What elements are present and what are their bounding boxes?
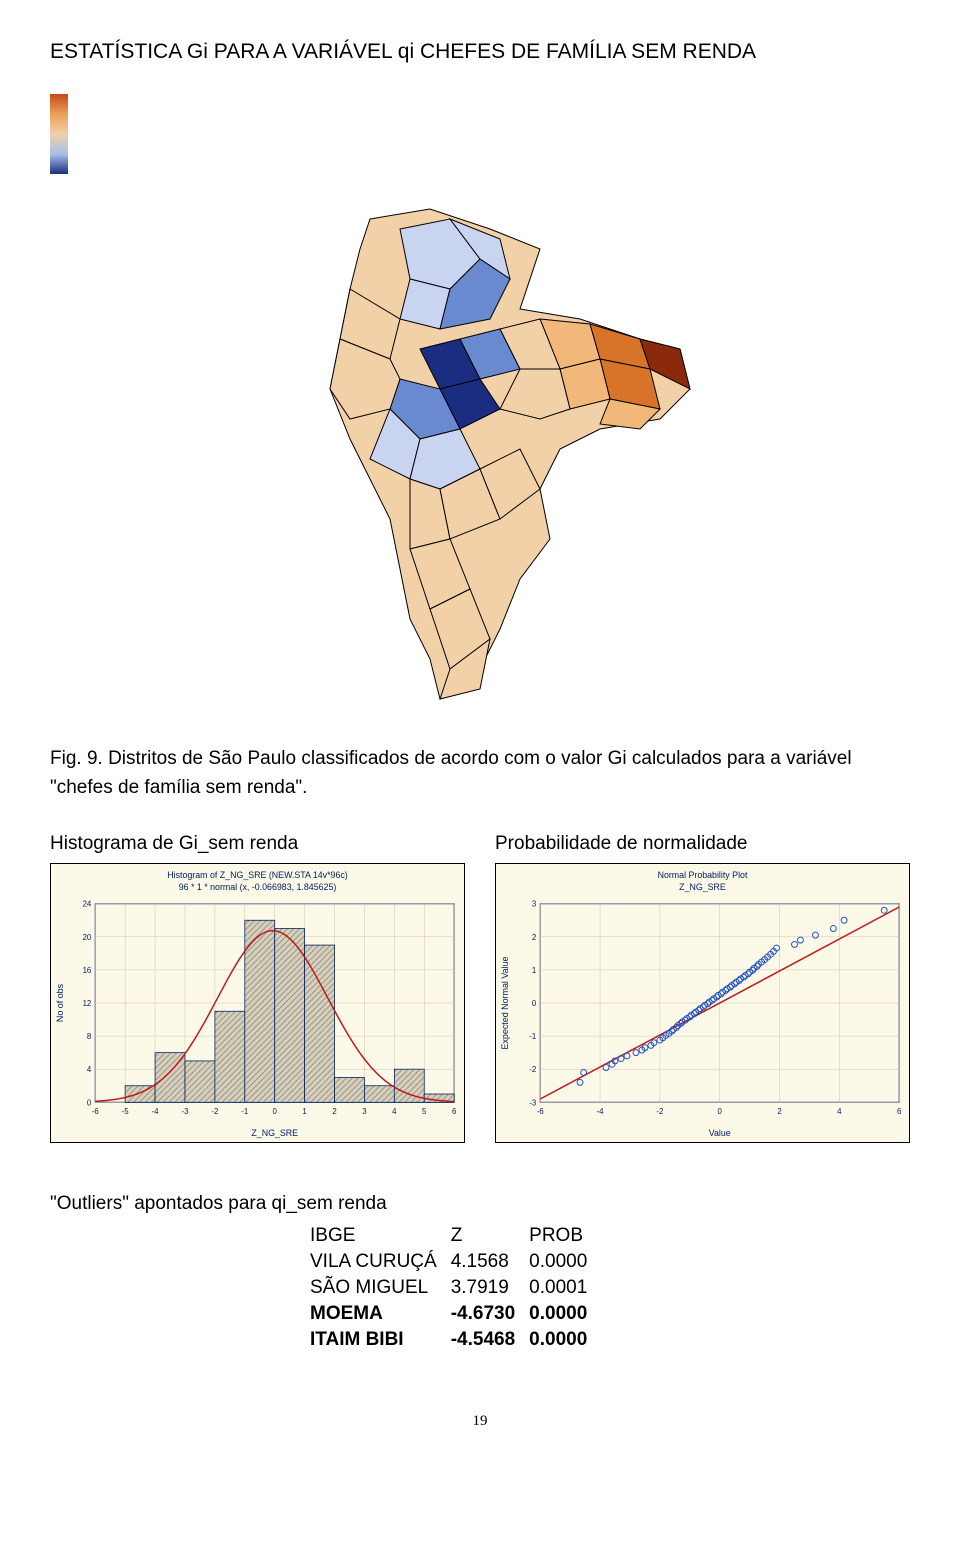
svg-text:-1: -1 (241, 1107, 248, 1116)
figure-caption-body: Distritos de São Paulo classificados de … (50, 748, 852, 798)
table-cell: MOEMA (310, 1301, 451, 1327)
table-cell: 0.0000 (529, 1327, 601, 1353)
svg-text:0: 0 (273, 1107, 278, 1116)
svg-text:1: 1 (302, 1107, 306, 1116)
table-cell: 0.0000 (529, 1301, 601, 1327)
svg-text:-1: -1 (529, 1032, 536, 1041)
table-cell: SÃO MIGUEL (310, 1275, 451, 1301)
svg-text:-6: -6 (92, 1107, 100, 1116)
svg-text:24: 24 (83, 900, 92, 909)
legend-swatch (50, 94, 68, 174)
svg-text:-4: -4 (152, 1107, 160, 1116)
table-cell: 0.0000 (529, 1249, 601, 1275)
histogram-chart: Histogram of Z_NG_SRE (NEW.STA 14v*96c) 9… (50, 863, 465, 1143)
svg-text:-5: -5 (122, 1107, 130, 1116)
page-number: 19 (50, 1413, 910, 1430)
svg-text:Histogram of Z_NG_SRE (NEW.STA: Histogram of Z_NG_SRE (NEW.STA 14v*96c) (167, 870, 348, 880)
table-cell: -4.5468 (451, 1327, 529, 1353)
outliers-heading: "Outliers" apontados para qi_sem renda (50, 1193, 910, 1215)
svg-text:3: 3 (532, 900, 537, 909)
table-row: MOEMA-4.67300.0000 (310, 1301, 601, 1327)
svg-text:1: 1 (532, 966, 536, 975)
svg-text:2: 2 (777, 1107, 781, 1116)
svg-text:96 * 1 * normal (x, -0.066983,: 96 * 1 * normal (x, -0.066983, 1.845625) (179, 882, 337, 892)
svg-text:3: 3 (362, 1107, 367, 1116)
svg-text:4: 4 (87, 1065, 92, 1074)
qqplot-column: Probabilidade de normalidade Normal Prob… (495, 833, 910, 1143)
histogram-heading: Histograma de Gi_sem renda (50, 833, 465, 855)
svg-text:Z_NG_SRE: Z_NG_SRE (679, 882, 726, 892)
svg-text:6: 6 (897, 1107, 902, 1116)
table-cell: 4.1568 (451, 1249, 529, 1275)
table-header-cell: PROB (529, 1223, 601, 1249)
svg-text:2: 2 (332, 1107, 336, 1116)
table-cell: 3.7919 (451, 1275, 529, 1301)
table-cell: VILA CURUÇÁ (310, 1249, 451, 1275)
svg-text:Value: Value (709, 1128, 731, 1138)
svg-text:No of obs: No of obs (55, 983, 65, 1022)
histogram-column: Histograma de Gi_sem renda Histogram of … (50, 833, 465, 1143)
svg-text:4: 4 (392, 1107, 397, 1116)
qqplot-chart: Normal Probability Plot Z_NG_SRE -3 -2 -1 0 1 2… (495, 863, 910, 1143)
svg-text:Expected Normal Value: Expected Normal Value (500, 956, 510, 1049)
svg-text:5: 5 (422, 1107, 427, 1116)
svg-text:6: 6 (452, 1107, 457, 1116)
svg-text:0: 0 (718, 1107, 723, 1116)
table-cell: 0.0001 (529, 1275, 601, 1301)
svg-text:-2: -2 (529, 1065, 536, 1074)
table-row: ITAIM BIBI-4.54680.0000 (310, 1327, 601, 1353)
svg-text:-2: -2 (211, 1107, 218, 1116)
svg-text:-2: -2 (656, 1107, 663, 1116)
table-header-cell: Z (451, 1223, 529, 1249)
svg-text:Normal Probability Plot: Normal Probability Plot (658, 870, 748, 880)
map-figure (50, 189, 910, 714)
svg-text:16: 16 (83, 966, 92, 975)
svg-text:-6: -6 (537, 1107, 545, 1116)
svg-text:12: 12 (83, 999, 92, 1008)
table-row: VILA CURUÇÁ4.15680.0000 (310, 1249, 601, 1275)
svg-text:8: 8 (87, 1032, 92, 1041)
qqplot-heading: Probabilidade de normalidade (495, 833, 910, 855)
table-header-row: IBGEZPROB (310, 1223, 601, 1249)
svg-text:-3: -3 (529, 1098, 537, 1107)
svg-text:0: 0 (87, 1098, 92, 1107)
table-header-cell: IBGE (310, 1223, 451, 1249)
charts-row: Histograma de Gi_sem renda Histogram of … (50, 833, 910, 1143)
svg-text:0: 0 (532, 999, 537, 1008)
svg-text:2: 2 (532, 933, 536, 942)
svg-text:-4: -4 (597, 1107, 605, 1116)
choropleth-map (240, 189, 720, 709)
table-row: SÃO MIGUEL3.79190.0001 (310, 1275, 601, 1301)
svg-text:20: 20 (83, 933, 92, 942)
svg-text:4: 4 (837, 1107, 842, 1116)
figure-caption: Fig. 9. Distritos de São Paulo classific… (50, 744, 910, 803)
table-cell: ITAIM BIBI (310, 1327, 451, 1353)
table-cell: -4.6730 (451, 1301, 529, 1327)
svg-text:Z_NG_SRE: Z_NG_SRE (251, 1128, 298, 1138)
svg-text:-3: -3 (181, 1107, 189, 1116)
figure-caption-prefix: Fig. 9. (50, 748, 108, 769)
page-title: ESTATÍSTICA Gi PARA A VARIÁVEL qi CHEFES… (50, 40, 910, 64)
outliers-table: IBGEZPROBVILA CURUÇÁ4.15680.0000SÃO MIGU… (310, 1223, 601, 1353)
